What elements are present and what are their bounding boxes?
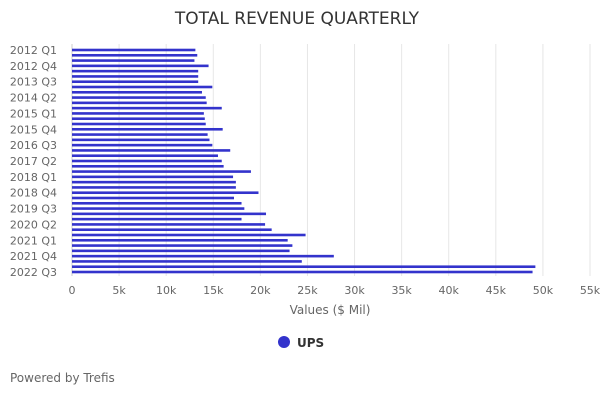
bar-2015-q4[interactable]	[72, 127, 223, 131]
bar-2014-q1[interactable]	[72, 90, 202, 94]
x-tick-label: 40k	[439, 284, 460, 297]
x-axis-title: Values ($ Mil)	[290, 303, 371, 317]
bar-2015-q3[interactable]	[72, 122, 206, 126]
chart-title: TOTAL REVENUE QUARTERLY	[174, 9, 420, 29]
y-tick-label: 2012 Q4	[10, 60, 57, 73]
bar-2014-q4[interactable]	[72, 106, 222, 110]
bar-2020-q4[interactable]	[72, 233, 306, 237]
bar-2018-q4[interactable]	[72, 191, 259, 195]
bar-2012-q1[interactable]	[72, 48, 196, 52]
bar-2013-q2[interactable]	[72, 75, 199, 78]
bar-2014-q3[interactable]	[72, 101, 207, 105]
y-tick-label: 2018 Q1	[10, 171, 57, 184]
y-tick-label: 2017 Q2	[10, 155, 57, 168]
y-tick-label: 2015 Q1	[10, 107, 57, 120]
bar-2012-q3[interactable]	[72, 59, 195, 62]
legend-item-ups[interactable]: UPS	[278, 336, 324, 350]
bar-2017-q3[interactable]	[72, 164, 224, 168]
x-tick-label: 30k	[344, 284, 365, 297]
bar-2022-q2[interactable]	[72, 265, 536, 269]
bar-2018-q2[interactable]	[72, 180, 236, 184]
bar-2022-q1[interactable]	[72, 260, 302, 263]
x-tick-label: 20k	[250, 284, 271, 297]
bar-2017-q1[interactable]	[72, 154, 218, 158]
x-tick-label: 35k	[391, 284, 412, 297]
y-tick-label: 2021 Q4	[10, 250, 57, 263]
bar-2021-q4[interactable]	[72, 254, 334, 258]
bar-2017-q2[interactable]	[72, 159, 222, 163]
bar-2013-q3[interactable]	[72, 80, 199, 84]
bar-2021-q1[interactable]	[72, 238, 288, 242]
bar-2021-q2[interactable]	[72, 244, 293, 247]
x-tick-label: 15k	[203, 284, 224, 297]
y-tick-label: 2019 Q3	[10, 203, 57, 216]
y-tick-label: 2022 Q3	[10, 266, 57, 279]
x-tick-label: 55k	[580, 284, 600, 297]
x-tick-label: 0	[69, 284, 76, 297]
bar-2016-q2[interactable]	[72, 138, 210, 142]
bar-2012-q4[interactable]	[72, 64, 209, 68]
bar-2019-q3[interactable]	[72, 207, 245, 210]
x-tick-label: 45k	[486, 284, 507, 297]
legend-marker	[278, 336, 290, 348]
bar-2020-q2[interactable]	[72, 223, 266, 226]
bar-2015-q1[interactable]	[72, 112, 204, 115]
bar-2016-q3[interactable]	[72, 143, 213, 147]
bar-2016-q1[interactable]	[72, 133, 208, 136]
powered-by-credit[interactable]: Powered by Trefis	[10, 371, 115, 385]
y-tick-label: 2015 Q4	[10, 123, 57, 136]
x-tick-label: 5k	[112, 284, 126, 297]
bar-2017-q4[interactable]	[72, 170, 251, 173]
bar-2016-q4[interactable]	[72, 149, 231, 152]
bar-2018-q1[interactable]	[72, 175, 234, 179]
bar-2022-q3[interactable]	[72, 270, 533, 274]
bar-2020-q3[interactable]	[72, 228, 272, 232]
y-tick-label: 2016 Q3	[10, 139, 57, 152]
bar-2014-q2[interactable]	[72, 96, 206, 99]
bar-2020-q1[interactable]	[72, 217, 242, 221]
bar-2019-q1[interactable]	[72, 196, 234, 200]
y-tick-label: 2018 Q4	[10, 187, 57, 200]
legend-label: UPS	[297, 336, 324, 350]
x-tick-label: 25k	[297, 284, 318, 297]
y-tick-label: 2020 Q2	[10, 218, 57, 231]
bar-2019-q4[interactable]	[72, 212, 267, 216]
bar-2015-q2[interactable]	[72, 117, 205, 121]
y-tick-label: 2014 Q2	[10, 92, 57, 105]
bar-2012-q2[interactable]	[72, 53, 198, 57]
y-tick-label: 2021 Q1	[10, 234, 57, 247]
bar-2019-q2[interactable]	[72, 201, 242, 205]
y-tick-label: 2012 Q1	[10, 44, 57, 57]
bar-2018-q3[interactable]	[72, 186, 236, 189]
x-tick-label: 50k	[533, 284, 554, 297]
bar-2013-q1[interactable]	[72, 69, 199, 73]
x-tick-label: 10k	[156, 284, 177, 297]
bar-2021-q3[interactable]	[72, 249, 290, 253]
bar-2013-q4[interactable]	[72, 85, 213, 89]
y-tick-label: 2013 Q3	[10, 76, 57, 89]
